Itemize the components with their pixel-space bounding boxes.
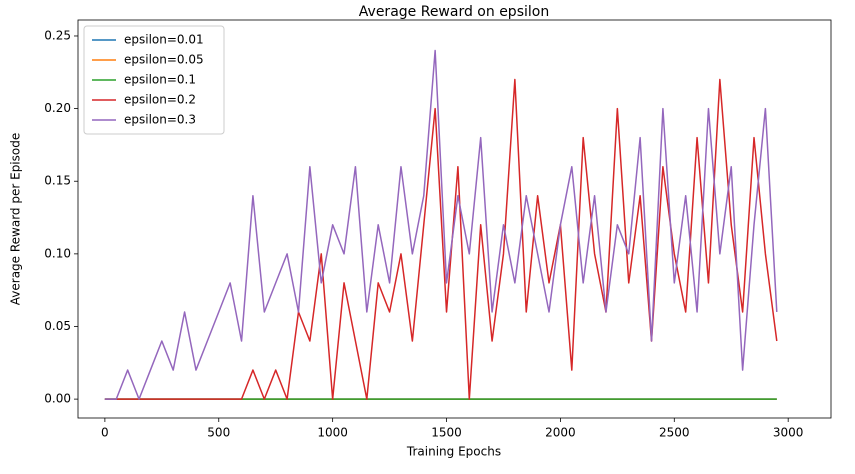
legend-label: epsilon=0.05 [124, 53, 204, 67]
legend-label: epsilon=0.1 [124, 73, 196, 87]
x-tick-label: 1000 [317, 426, 348, 440]
y-tick-label: 0.00 [44, 392, 71, 406]
legend-label: epsilon=0.2 [124, 93, 196, 107]
series-line [104, 78, 778, 400]
legend-label: epsilon=0.3 [124, 113, 196, 127]
y-tick-label: 0.25 [44, 28, 71, 42]
legend-label: epsilon=0.01 [124, 33, 204, 47]
x-tick-label: 1500 [431, 426, 462, 440]
x-axis-label: Training Epochs [406, 445, 501, 459]
y-tick-label: 0.10 [44, 246, 71, 260]
series-line [104, 49, 778, 400]
y-tick-label: 0.20 [44, 101, 71, 115]
x-tick-label: 2000 [545, 426, 576, 440]
x-tick-label: 0 [101, 426, 109, 440]
legend-box [83, 25, 225, 135]
x-tick-label: 2500 [659, 426, 690, 440]
y-axis-label: Average Reward per Episode [9, 133, 23, 305]
y-tick-label: 0.15 [44, 174, 71, 188]
x-tick-label: 3000 [773, 426, 804, 440]
chart-title: Average Reward on epsilon [359, 4, 549, 20]
x-tick-label: 500 [207, 426, 230, 440]
plot-frame [77, 19, 832, 419]
y-tick-label: 0.05 [44, 319, 71, 333]
